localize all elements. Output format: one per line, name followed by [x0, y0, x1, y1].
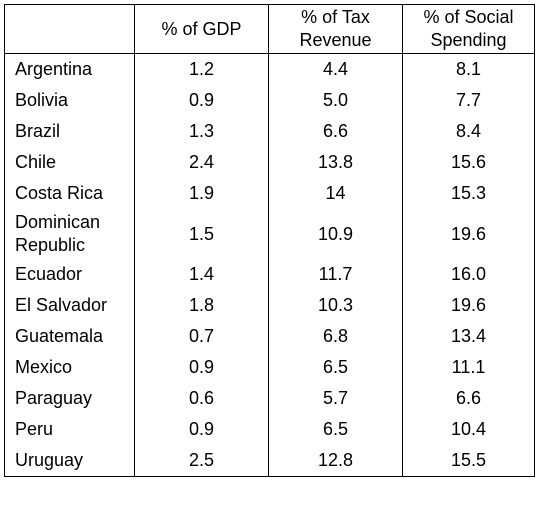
gdp-cell: 1.8 [134, 290, 269, 321]
table-row: Chile 2.4 13.8 15.6 [4, 147, 535, 178]
table-row: Ecuador 1.4 11.7 16.0 [4, 259, 535, 290]
country-cell: Dominican Republic [4, 209, 135, 259]
table-row: Guatemala 0.7 6.8 13.4 [4, 321, 535, 352]
social-cell: 15.3 [402, 178, 535, 209]
social-cell: 15.5 [402, 445, 535, 477]
country-cell: Guatemala [4, 321, 135, 352]
table-row: Bolivia 0.9 5.0 7.7 [4, 85, 535, 116]
gdp-cell: 0.9 [134, 85, 269, 116]
social-cell: 13.4 [402, 321, 535, 352]
header-row: % of GDP % of Tax Revenue % of Social Sp… [4, 4, 535, 54]
tax-cell: 5.7 [268, 383, 403, 414]
data-table: % of GDP % of Tax Revenue % of Social Sp… [4, 4, 535, 477]
country-cell: Paraguay [4, 383, 135, 414]
country-cell: Argentina [4, 53, 135, 85]
tax-cell: 12.8 [268, 445, 403, 477]
country-cell: El Salvador [4, 290, 135, 321]
country-cell: Costa Rica [4, 178, 135, 209]
header-gdp: % of GDP [134, 4, 269, 54]
tax-cell: 6.6 [268, 116, 403, 147]
table-row: Dominican Republic 1.5 10.9 19.6 [4, 209, 535, 259]
gdp-cell: 1.3 [134, 116, 269, 147]
table-row: Uruguay 2.5 12.8 15.5 [4, 445, 535, 477]
tax-cell: 14 [268, 178, 403, 209]
social-cell: 16.0 [402, 259, 535, 290]
tax-cell: 6.5 [268, 352, 403, 383]
country-cell: Chile [4, 147, 135, 178]
tax-cell: 11.7 [268, 259, 403, 290]
social-cell: 11.1 [402, 352, 535, 383]
social-cell: 7.7 [402, 85, 535, 116]
gdp-cell: 0.7 [134, 321, 269, 352]
header-country [4, 4, 135, 54]
country-cell: Mexico [4, 352, 135, 383]
gdp-cell: 1.9 [134, 178, 269, 209]
social-cell: 8.1 [402, 53, 535, 85]
gdp-cell: 1.2 [134, 53, 269, 85]
table-row: El Salvador 1.8 10.3 19.6 [4, 290, 535, 321]
social-cell: 8.4 [402, 116, 535, 147]
tax-cell: 6.8 [268, 321, 403, 352]
table-row: Paraguay 0.6 5.7 6.6 [4, 383, 535, 414]
country-cell: Brazil [4, 116, 135, 147]
social-cell: 15.6 [402, 147, 535, 178]
tax-cell: 4.4 [268, 53, 403, 85]
header-social-spending: % of Social Spending [402, 4, 535, 54]
data-table-container: % of GDP % of Tax Revenue % of Social Sp… [4, 4, 535, 477]
table-row: Argentina 1.2 4.4 8.1 [4, 53, 535, 85]
country-cell: Ecuador [4, 259, 135, 290]
tax-cell: 10.3 [268, 290, 403, 321]
gdp-cell: 0.9 [134, 414, 269, 445]
gdp-cell: 0.6 [134, 383, 269, 414]
country-cell: Uruguay [4, 445, 135, 477]
country-cell: Bolivia [4, 85, 135, 116]
header-tax-revenue: % of Tax Revenue [268, 4, 403, 54]
social-cell: 10.4 [402, 414, 535, 445]
table-row: Mexico 0.9 6.5 11.1 [4, 352, 535, 383]
tax-cell: 13.8 [268, 147, 403, 178]
gdp-cell: 0.9 [134, 352, 269, 383]
table-row: Brazil 1.3 6.6 8.4 [4, 116, 535, 147]
tax-cell: 10.9 [268, 209, 403, 259]
tax-cell: 5.0 [268, 85, 403, 116]
table-row: Costa Rica 1.9 14 15.3 [4, 178, 535, 209]
social-cell: 19.6 [402, 209, 535, 259]
gdp-cell: 1.4 [134, 259, 269, 290]
social-cell: 19.6 [402, 290, 535, 321]
table-row: Peru 0.9 6.5 10.4 [4, 414, 535, 445]
gdp-cell: 2.5 [134, 445, 269, 477]
gdp-cell: 1.5 [134, 209, 269, 259]
country-cell: Peru [4, 414, 135, 445]
gdp-cell: 2.4 [134, 147, 269, 178]
social-cell: 6.6 [402, 383, 535, 414]
tax-cell: 6.5 [268, 414, 403, 445]
